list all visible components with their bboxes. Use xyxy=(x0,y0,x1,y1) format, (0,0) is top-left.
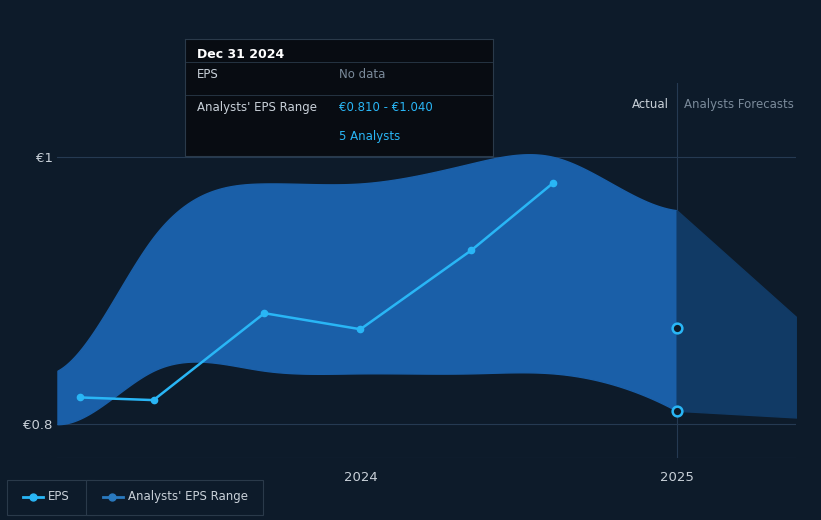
Text: EPS: EPS xyxy=(48,490,69,503)
Text: Analysts' EPS Range: Analysts' EPS Range xyxy=(128,490,248,503)
Text: Analysts Forecasts: Analysts Forecasts xyxy=(684,98,794,111)
Text: 2025: 2025 xyxy=(660,471,694,484)
Text: 2024: 2024 xyxy=(343,471,378,484)
Text: Actual: Actual xyxy=(632,98,669,111)
FancyBboxPatch shape xyxy=(86,480,263,515)
Text: No data: No data xyxy=(338,68,385,81)
Text: Analysts' EPS Range: Analysts' EPS Range xyxy=(197,101,317,114)
Text: 5 Analysts: 5 Analysts xyxy=(338,130,400,143)
FancyBboxPatch shape xyxy=(7,480,95,515)
Text: €0.810 - €1.040: €0.810 - €1.040 xyxy=(338,101,433,114)
Text: Dec 31 2024: Dec 31 2024 xyxy=(197,48,284,61)
Text: EPS: EPS xyxy=(197,68,218,81)
